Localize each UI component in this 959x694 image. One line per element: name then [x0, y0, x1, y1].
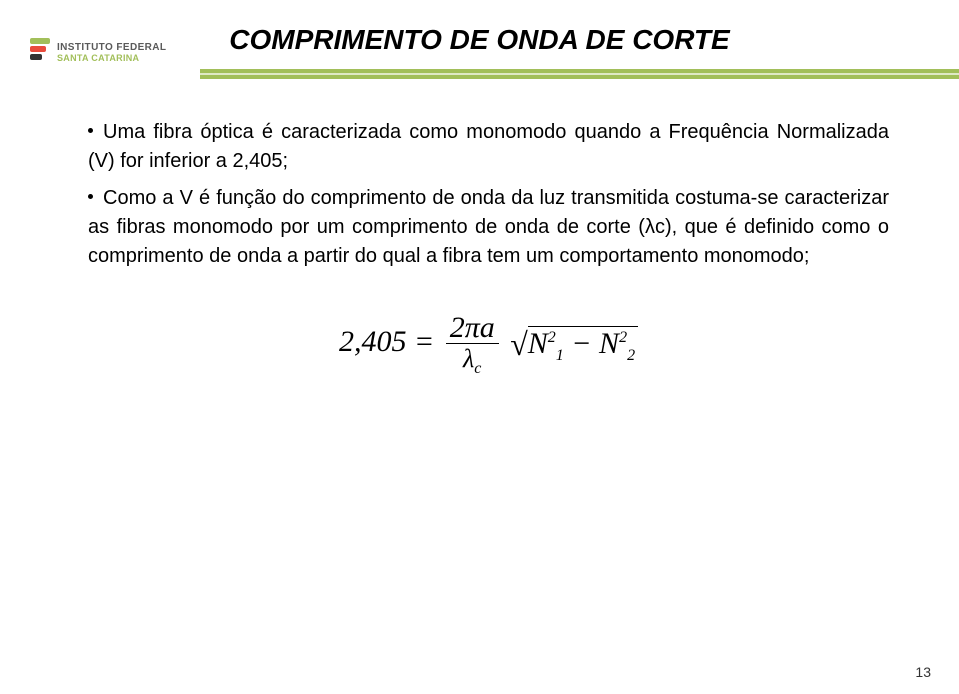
square-root: √ N21 − N22 [510, 324, 638, 365]
lambda: λ [463, 344, 474, 373]
bullet-text: Uma fibra óptica é caracterizada como mo… [88, 121, 889, 172]
fraction-denominator: λc [446, 345, 499, 377]
radical-icon: √ [510, 326, 528, 362]
header-stripe [200, 69, 959, 79]
N2: N [599, 327, 619, 360]
content-area: Uma fibra óptica é caracterizada como mo… [88, 118, 889, 377]
page-title: COMPRIMENTO DE ONDA DE CORTE [0, 24, 959, 56]
bullet-text: Como a V é função do comprimento de onda… [88, 187, 889, 267]
bullet-item: Uma fibra óptica é caracterizada como mo… [88, 118, 889, 176]
radicand: N21 − N22 [528, 326, 638, 365]
exp1: 2 [548, 329, 556, 346]
page-number: 13 [915, 664, 931, 680]
minus-sign: − [571, 327, 591, 360]
fraction: 2πa λc [446, 311, 499, 377]
equals-sign: = [414, 325, 434, 358]
bullet-item: Como a V é função do comprimento de onda… [88, 184, 889, 271]
lambda-sub: c [474, 360, 481, 377]
bullet-dot-icon [88, 128, 93, 133]
N1: N [528, 327, 548, 360]
sub2: 2 [627, 347, 635, 364]
bullet-dot-icon [88, 194, 93, 199]
sub1: 1 [556, 347, 564, 364]
exp2: 2 [619, 329, 627, 346]
fraction-numerator: 2πa [446, 313, 499, 344]
formula-lhs: 2,405 [339, 325, 407, 358]
formula: 2,405 = 2πa λc √ N21 − N22 [88, 311, 889, 377]
